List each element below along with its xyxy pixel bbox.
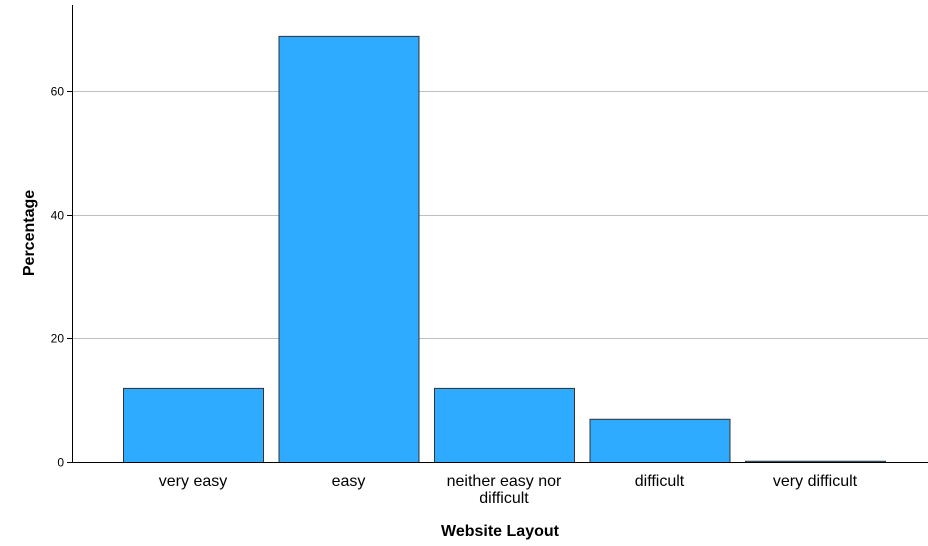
x-tick-label-3: difficult — [635, 473, 685, 490]
y-tick-label-2: 40 — [51, 209, 65, 223]
x-axis-title: Website Layout — [441, 523, 560, 540]
y-tick-label-1: 20 — [51, 332, 65, 346]
gridlines — [72, 91, 928, 339]
x-tick-label-0: very easy — [159, 473, 227, 490]
y-axis-title: Percentage — [21, 190, 38, 276]
x-tick-labels: very easy easy neither easy nor difficult di… — [159, 473, 858, 507]
y-tick-labels: 0 20 40 60 — [51, 85, 72, 470]
y-tick-label-3: 60 — [51, 85, 65, 99]
bar-3 — [589, 418, 731, 463]
y-tick-label-0: 0 — [57, 456, 64, 470]
bar-0 — [123, 387, 264, 464]
axes — [72, 5, 928, 463]
bars — [123, 35, 886, 464]
x-tick-label-4: very difficult — [773, 473, 858, 490]
bar-1 — [278, 35, 420, 463]
bar-2 — [434, 387, 575, 464]
x-tick-label-1: easy — [332, 473, 366, 490]
x-tick-label-2: neither easy nor difficult — [447, 473, 562, 507]
